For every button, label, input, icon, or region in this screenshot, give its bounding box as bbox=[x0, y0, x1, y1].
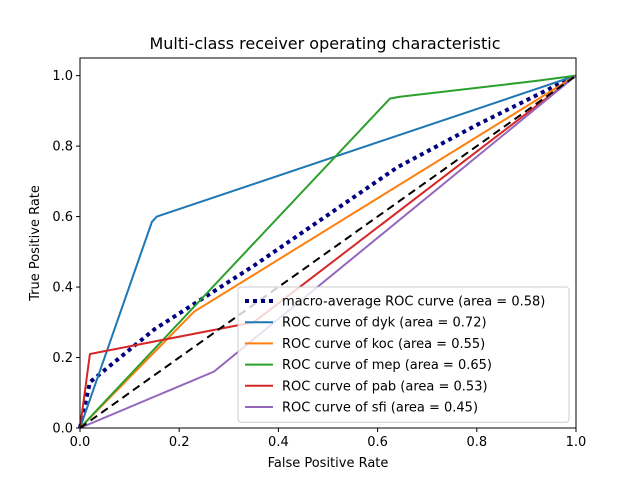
series-line-dyk bbox=[79, 74, 577, 429]
legend-label-koc: ROC curve of koc (area = 0.55) bbox=[282, 337, 485, 352]
legend-label-sfi: ROC curve of sfi (area = 0.45) bbox=[282, 401, 478, 416]
legend-label-macro-average: macro-average ROC curve (area = 0.58) bbox=[282, 295, 545, 310]
axis-ticks: 0.0 0.2 0.4 0.6 0.8 1.0 0.0 0.2 0.4 0.6 0.8 1.0 bbox=[52, 69, 586, 450]
chart-title: Multi-class receiver operating character… bbox=[149, 34, 500, 53]
legend-label-mep: ROC curve of mep (area = 0.65) bbox=[282, 358, 492, 373]
x-tick-label: 0.8 bbox=[466, 435, 487, 450]
y-tick-label: 0.2 bbox=[52, 351, 73, 366]
reference-diagonal-line bbox=[79, 74, 577, 429]
y-tick-label: 1.0 bbox=[52, 69, 73, 84]
x-tick-label: 0.6 bbox=[367, 435, 388, 450]
x-tick-label: 1.0 bbox=[566, 435, 587, 450]
plot-frame bbox=[79, 57, 577, 429]
series-line-macro-average bbox=[78, 73, 577, 429]
legend: macro-average ROC curve (area = 0.58) ROC… bbox=[237, 286, 570, 423]
series-line-sfi bbox=[79, 74, 577, 429]
legend-label-pab: ROC curve of pab (area = 0.53) bbox=[282, 379, 488, 394]
y-tick-label: 0.6 bbox=[52, 210, 73, 225]
x-tick-label: 0.0 bbox=[70, 435, 91, 450]
x-tick-label: 0.4 bbox=[268, 435, 289, 450]
x-axis-label: False Positive Rate bbox=[268, 456, 389, 471]
series-layer bbox=[78, 73, 577, 429]
x-tick-label: 0.2 bbox=[169, 435, 190, 450]
legend-label-dyk: ROC curve of dyk (area = 0.72) bbox=[282, 316, 487, 331]
y-axis-label: True Positive Rate bbox=[28, 185, 43, 302]
series-line-pab bbox=[79, 74, 577, 429]
y-tick-label: 0.4 bbox=[52, 281, 73, 296]
legend-box bbox=[237, 286, 570, 423]
series-line-mep bbox=[79, 74, 577, 429]
series-line-koc bbox=[79, 74, 577, 429]
y-tick-label: 0.0 bbox=[52, 422, 73, 437]
y-tick-label: 0.8 bbox=[52, 140, 73, 155]
